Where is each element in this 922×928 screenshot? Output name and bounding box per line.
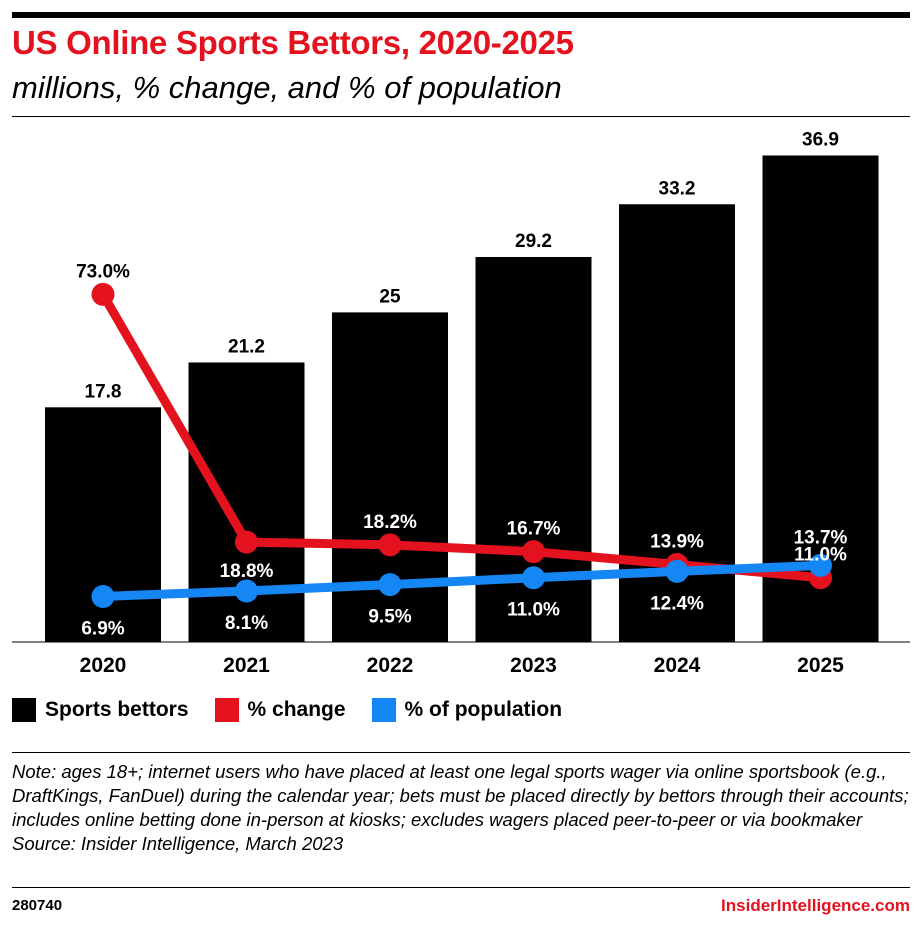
pct-population-point-2024 — [665, 559, 689, 583]
pct-population-label-2025: 13.7% — [794, 527, 848, 548]
chart-area: 17.8 21.2 25 29.2 33.2 36.9 2020 2021 2022 2023 20… — [12, 129, 910, 677]
legend-label-pct-population: % of population — [404, 698, 563, 721]
legend-label-sports-bettors: Sports bettors — [45, 698, 189, 721]
pct-change-label-2025: 11.0% — [794, 545, 847, 566]
brand-logo[interactable]: InsiderIntelligence.com — [721, 896, 910, 915]
pct-population-label-2020: 6.9% — [81, 618, 124, 639]
pct-change-label-2023: 16.7% — [507, 519, 561, 540]
legend-swatch-pct-population — [371, 698, 396, 722]
pct-change-label-2021: 18.8% — [220, 561, 274, 582]
x-tick-2024: 2024 — [654, 654, 701, 677]
pct-population-point-2020 — [91, 584, 115, 608]
chart-id: 280740 — [12, 897, 63, 914]
bar-label-2021: 21.2 — [228, 336, 265, 357]
pct-change-label-2020: 73.0% — [76, 261, 130, 282]
legend-item-sports-bettors: Sports bettors — [12, 698, 189, 722]
bar-label-2025: 36.9 — [802, 129, 839, 150]
legend-item-pct-change: % change — [214, 698, 346, 722]
header-divider — [12, 116, 910, 117]
pct-population-point-2023 — [522, 566, 545, 590]
pct-change-label-2024: 13.9% — [650, 531, 704, 552]
bar-label-2023: 29.2 — [515, 231, 552, 252]
pct-change-point-2023 — [522, 540, 545, 564]
pct-population-label-2021: 8.1% — [225, 613, 268, 634]
pct-population-label-2022: 9.5% — [368, 607, 411, 628]
x-tick-2021: 2021 — [223, 654, 270, 677]
legend: Sports bettors % change % of population — [12, 698, 588, 722]
pct-change-label-2022: 18.2% — [363, 512, 417, 533]
chart-subtitle: millions, % change, and % of population — [12, 70, 562, 105]
legend-label-pct-change: % change — [247, 698, 346, 721]
top-rule — [12, 12, 910, 18]
pct-population-point-2021 — [235, 579, 258, 603]
notes: Note: ages 18+; internet users who have … — [12, 760, 917, 856]
x-tick-2025: 2025 — [797, 654, 844, 677]
pct-population-point-2025 — [809, 553, 832, 577]
pct-population-line — [98, 560, 825, 601]
legend-item-pct-population: % of population — [371, 698, 563, 722]
x-tick-2022: 2022 — [367, 654, 414, 677]
bar-label-2020: 17.8 — [85, 381, 122, 402]
pct-population-label-2024: 12.4% — [650, 593, 704, 614]
pct-change-point-2020 — [91, 282, 115, 306]
legend-swatch-pct-change — [214, 698, 239, 722]
source-text: Source: Insider Intelligence, March 2023 — [12, 833, 344, 854]
chart-title: US Online Sports Bettors, 2020-2025 — [12, 24, 574, 61]
x-tick-2020: 2020 — [80, 654, 127, 677]
bar-label-2024: 33.2 — [659, 178, 696, 199]
pct-population-label-2023: 11.0% — [507, 600, 560, 621]
x-tick-2023: 2023 — [510, 654, 557, 677]
pct-change-point-2021 — [235, 530, 258, 554]
legend-swatch-sports-bettors — [12, 698, 36, 722]
bar-label-2022: 25 — [379, 286, 401, 307]
pct-population-point-2022 — [378, 573, 402, 597]
note-text: Note: ages 18+; internet users who have … — [12, 761, 909, 830]
notes-divider — [12, 752, 910, 753]
footer-divider — [12, 887, 910, 888]
pct-change-point-2022 — [378, 533, 402, 557]
